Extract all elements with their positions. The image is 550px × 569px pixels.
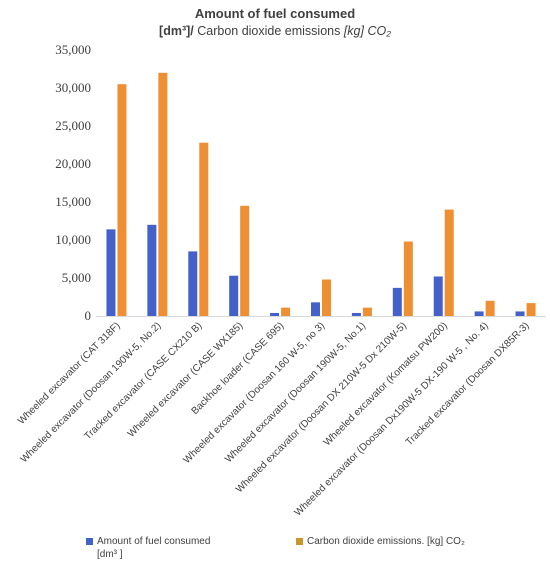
x-tick-label: Wheeled excavator (Doosan 160 W-5, no 3)	[182, 320, 328, 466]
bar-fuel	[229, 275, 239, 316]
legend-label-fuel: Amount of fuel consumed	[97, 536, 211, 547]
bar-fuel	[515, 311, 525, 316]
bar-fuel	[311, 302, 320, 316]
bar-fuel	[270, 312, 280, 316]
legend-swatch-co2	[296, 537, 303, 545]
x-tick-label: Wheeled excavator (Doosan 190W-5, No.1)	[223, 320, 368, 465]
bar-co2	[199, 142, 209, 316]
legend-label-fuel-unit: [dm³ ]	[97, 549, 123, 560]
legend-item-fuel: Amount of fuel consumed [dm³ ]	[86, 535, 210, 561]
x-tick-label: Wheeled excavator (Doosan 190W-5, No.2)	[19, 320, 164, 465]
subtitle-fuel-unit: [dm³]/	[159, 24, 194, 38]
bar-co2	[117, 84, 127, 316]
y-tick-label: 0	[85, 308, 92, 323]
bar-fuel	[351, 312, 361, 316]
bar-co2	[444, 209, 454, 316]
legend-item-co2: Carbon dioxide emissions. [kg] CO₂	[296, 535, 465, 548]
y-tick-label: 30,000	[55, 80, 91, 95]
x-tick-label: Wheeled excavator (Doosan Dx190W-5 DX-19…	[293, 320, 491, 518]
bar-co2	[362, 307, 372, 316]
bar-fuel	[392, 287, 402, 316]
y-tick-label: 10,000	[55, 232, 91, 247]
bar-fuel	[433, 276, 443, 316]
bar-co2	[158, 72, 168, 316]
bar-co2	[526, 303, 536, 316]
legend-label-co2: Carbon dioxide emissions. [kg] CO₂	[307, 536, 465, 547]
chart-title: Amount of fuel consumed	[194, 6, 356, 21]
y-tick-label: 35,000	[55, 42, 91, 57]
legend-swatch-fuel	[86, 537, 93, 545]
bar-co2	[403, 241, 413, 316]
y-tick-label: 5,000	[62, 270, 91, 285]
bar-fuel	[474, 311, 484, 316]
bar-fuel	[188, 251, 198, 316]
bar-co2	[281, 307, 291, 316]
y-tick-label: 25,000	[55, 118, 91, 133]
subtitle-co2-unit: [kg] CO₂	[343, 24, 391, 38]
subtitle-text: Carbon dioxide emissions	[193, 24, 344, 38]
chart-subtitle: [dm³]/ Carbon dioxide emissions [kg] CO₂	[0, 24, 550, 38]
bar-fuel	[106, 229, 116, 316]
bar-co2	[485, 300, 495, 316]
y-tick-label: 20,000	[55, 156, 91, 171]
bar-co2	[322, 279, 331, 316]
bar-fuel	[147, 224, 157, 316]
y-tick-label: 15,000	[55, 194, 91, 209]
bar-co2	[240, 205, 250, 316]
